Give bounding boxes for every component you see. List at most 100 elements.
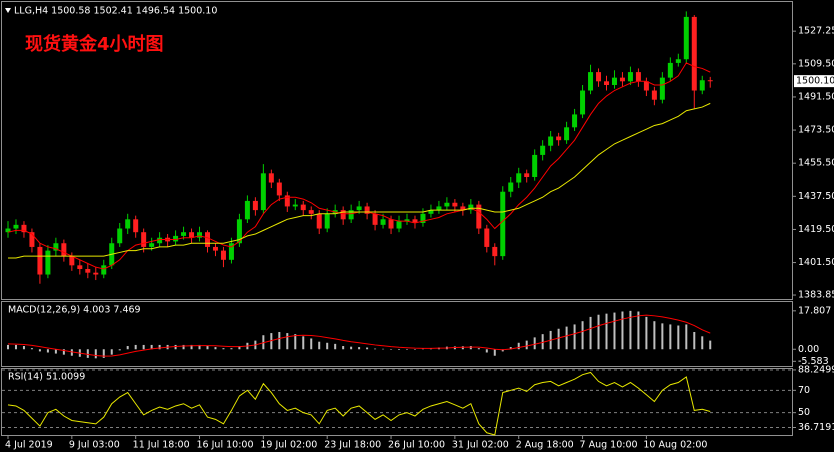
candle-body xyxy=(516,173,522,183)
candle-body xyxy=(699,80,705,91)
candle-body xyxy=(37,246,43,275)
macd-bar xyxy=(190,344,193,350)
candle-body xyxy=(635,72,641,82)
candle-body xyxy=(683,16,689,60)
macd-bar xyxy=(621,311,624,350)
candle-body xyxy=(205,232,210,247)
candle-body xyxy=(436,206,442,211)
candle-body xyxy=(468,204,474,211)
macd-bar xyxy=(677,325,680,350)
candle-body xyxy=(580,90,586,115)
candle-body xyxy=(627,72,633,82)
candle-body xyxy=(260,173,266,211)
candle-body xyxy=(588,72,594,91)
candle-body xyxy=(220,250,226,260)
candle-body xyxy=(85,269,91,273)
macd-bar xyxy=(198,344,201,350)
candle-body xyxy=(212,246,218,251)
rsi-header: RSI(14) 51.0099 xyxy=(8,372,85,383)
candle-body xyxy=(707,80,713,82)
macd-bar xyxy=(597,314,600,350)
candle-body xyxy=(77,265,83,270)
candle-body xyxy=(45,250,51,275)
macd-bar xyxy=(557,328,560,350)
macd-bar xyxy=(477,348,480,350)
candle-body xyxy=(197,232,203,238)
candle-body xyxy=(61,243,67,257)
candle-body xyxy=(268,173,274,183)
y-tick-label: 1491.50 xyxy=(798,91,834,102)
macd-bar xyxy=(326,342,329,350)
candle-body xyxy=(651,90,657,100)
macd-bar xyxy=(230,348,233,350)
y-tick-label: 0.00 xyxy=(798,344,819,355)
macd-bar xyxy=(493,349,496,356)
macd-bar xyxy=(629,310,632,350)
macd-bar xyxy=(573,324,576,350)
macd-bar xyxy=(278,331,281,350)
y-tick-label: 50 xyxy=(798,407,810,418)
macd-bar xyxy=(238,346,241,350)
candle-body xyxy=(500,191,506,257)
macd-bar xyxy=(142,344,145,350)
candle-body xyxy=(643,81,649,91)
candle-body xyxy=(508,182,514,192)
macd-bar xyxy=(262,335,265,350)
y-tick-label: 88.2499 xyxy=(798,364,834,375)
candle-body xyxy=(189,232,195,238)
macd-bar xyxy=(653,321,656,350)
candle-body xyxy=(444,202,450,207)
candle-body xyxy=(5,228,11,233)
macd-bar xyxy=(182,344,185,350)
menu-arrow[interactable] xyxy=(5,8,11,13)
candle-body xyxy=(420,213,426,224)
macd-bar xyxy=(334,343,337,350)
candle-body xyxy=(149,243,155,247)
candle-body xyxy=(404,219,410,222)
macd-bar xyxy=(118,349,121,351)
macd-frame xyxy=(1,301,793,367)
candle-body xyxy=(476,204,482,229)
candle-body xyxy=(276,182,282,196)
macd-bar xyxy=(94,349,97,359)
x-tick-label: 9 Jul 03:00 xyxy=(69,440,120,451)
x-tick-label: 7 Aug 10:00 xyxy=(580,440,638,451)
x-tick-label: 26 Jul 10:00 xyxy=(388,440,445,451)
candle-body xyxy=(284,195,290,207)
candle-body xyxy=(348,210,354,220)
rsi-line xyxy=(7,371,711,436)
macd-bar xyxy=(30,348,33,350)
candle-body xyxy=(300,204,306,211)
y-tick-label: 1455.50 xyxy=(798,158,834,169)
macd-bar xyxy=(318,341,321,350)
candle-body xyxy=(372,213,378,225)
candle-body xyxy=(117,228,123,244)
macd-header: MACD(12,26,9) 4.003 7.469 xyxy=(8,305,141,316)
macd-bar xyxy=(214,347,217,350)
x-tick-label: 10 Aug 02:00 xyxy=(643,440,707,451)
candle-body xyxy=(540,145,546,155)
x-tick-label: 2 Aug 18:00 xyxy=(516,440,574,451)
candle-body xyxy=(675,59,681,63)
candle-body xyxy=(101,265,107,275)
macd-bar xyxy=(358,347,361,350)
candle-body xyxy=(428,210,434,214)
moving-average xyxy=(8,102,711,259)
macd-bar xyxy=(302,336,305,350)
macd-bar xyxy=(613,312,616,350)
candle-body xyxy=(412,219,418,224)
macd-bar xyxy=(70,349,73,356)
candle-body xyxy=(659,77,665,100)
signal-line xyxy=(7,314,711,357)
macd-bar xyxy=(14,344,17,350)
macd-bar xyxy=(541,334,544,350)
macd-bar xyxy=(206,346,209,350)
candle-body xyxy=(556,136,562,141)
macd-bar xyxy=(509,347,512,350)
candle-body xyxy=(181,232,187,236)
y-tick-label: 36.7191 xyxy=(798,422,834,433)
macd-bar xyxy=(637,311,640,350)
candle-body xyxy=(572,114,578,128)
macd-bar xyxy=(533,337,536,350)
